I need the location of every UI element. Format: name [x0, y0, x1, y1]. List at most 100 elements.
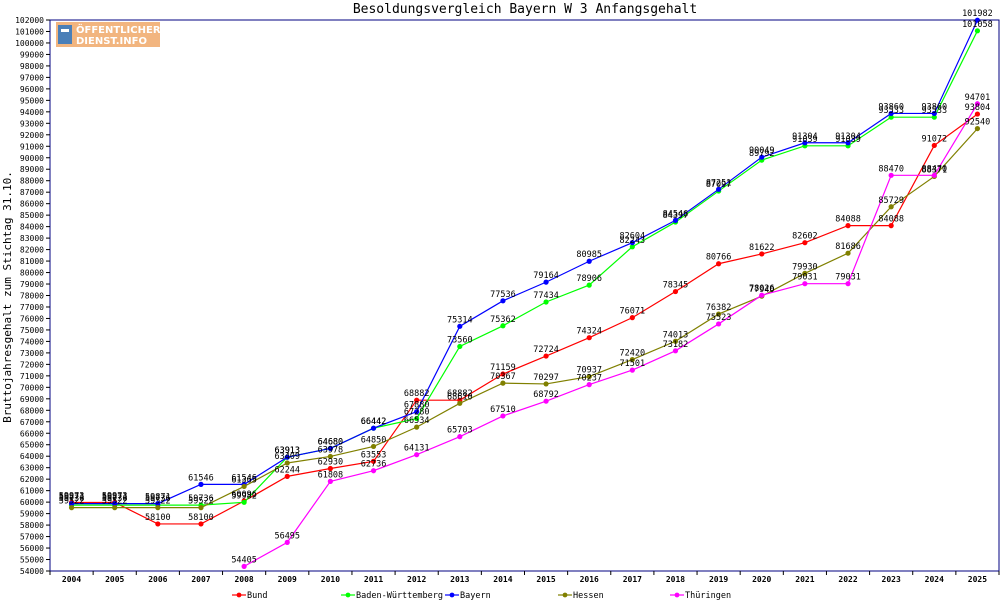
data-point [974, 101, 981, 107]
data-label: 61546 [231, 473, 257, 483]
data-point [370, 425, 377, 431]
x-tick-label: 2012 [407, 575, 426, 584]
data-label: 59871 [59, 493, 85, 503]
data-point [500, 413, 506, 419]
data-label: 91039 [792, 135, 818, 145]
data-point [672, 348, 679, 354]
legend-entry: Baden-Württemberg [356, 591, 443, 600]
data-label: 91039 [835, 135, 861, 145]
data-label: 84397 [663, 211, 689, 221]
series-5 [241, 101, 981, 569]
data-point [888, 204, 894, 210]
data-label: 80985 [576, 250, 602, 260]
data-label: 93804 [965, 103, 991, 113]
data-point [457, 400, 463, 406]
y-tick-label: 98000 [20, 62, 44, 71]
data-label: 91304 [792, 132, 818, 142]
legend-entry: Bayern [460, 591, 491, 600]
data-label: 59973 [102, 491, 128, 501]
data-point [327, 478, 333, 484]
legend-swatch-marker [345, 592, 351, 598]
logo-line-1: ÖFFENTLICHER [76, 22, 161, 36]
data-point [629, 356, 635, 363]
data-label: 79930 [792, 262, 818, 272]
data-label: 62244 [274, 465, 300, 475]
y-tick-label: 86000 [20, 200, 44, 209]
x-tick-label: 2021 [795, 575, 814, 584]
data-point [716, 261, 722, 267]
data-label: 59871 [145, 493, 171, 503]
data-point [155, 501, 161, 507]
data-label: 77940 [749, 285, 775, 295]
y-tick-label: 70000 [20, 383, 44, 392]
data-point [198, 521, 204, 527]
data-point [112, 501, 118, 507]
data-label: 63978 [318, 445, 344, 455]
data-point [284, 539, 290, 545]
data-label: 76071 [620, 307, 646, 317]
y-tick-label: 54000 [20, 567, 44, 576]
data-label: 92540 [965, 118, 991, 128]
data-point [414, 397, 420, 403]
data-point [284, 454, 290, 460]
data-label: 60096 [231, 490, 257, 500]
chart-title: Besoldungsvergleich Bayern W 3 Anfangsge… [353, 2, 697, 17]
y-tick-label: 71000 [20, 372, 44, 381]
data-label: 74013 [663, 330, 689, 340]
data-label: 66442 [361, 417, 387, 427]
data-point [327, 445, 333, 452]
y-tick-label: 102000 [15, 16, 44, 25]
data-label: 59736 [102, 494, 128, 504]
data-label: 82602 [792, 232, 818, 242]
site-logo: ÖFFENTLICHER DIENST.INFO [56, 22, 161, 47]
data-point [974, 28, 981, 34]
data-label: 82604 [620, 232, 646, 242]
legend-swatch-marker [236, 592, 242, 598]
data-point [370, 458, 377, 464]
data-point [672, 288, 679, 295]
data-point [284, 473, 290, 479]
data-label: 93533 [878, 106, 904, 116]
data-point [155, 505, 161, 511]
y-tick-label: 93000 [20, 119, 44, 128]
y-tick-label: 100000 [15, 39, 44, 48]
data-label: 73182 [663, 340, 689, 350]
series-4 [68, 125, 981, 511]
data-label: 77536 [490, 290, 516, 300]
data-label: 75314 [447, 315, 473, 325]
data-point [888, 223, 894, 229]
y-tick-label: 97000 [20, 73, 44, 82]
data-label: 59973 [59, 491, 85, 501]
data-label: 78026 [749, 284, 775, 294]
data-point [888, 172, 894, 178]
series-line [71, 19, 978, 505]
data-point [802, 281, 808, 287]
data-label: 61546 [188, 473, 214, 483]
x-tick-label: 2006 [148, 575, 167, 584]
data-label: 87251 [706, 178, 732, 188]
data-point [241, 563, 247, 569]
data-label: 84546 [663, 209, 689, 219]
data-label: 70937 [576, 366, 602, 376]
data-point [586, 282, 592, 288]
data-point [845, 281, 851, 287]
y-tick-label: 95000 [20, 96, 44, 105]
y-tick-label: 73000 [20, 349, 44, 358]
data-label: 71501 [620, 359, 646, 369]
data-label: 93860 [878, 102, 904, 112]
x-tick-label: 2011 [364, 575, 383, 584]
x-tick-label: 2005 [105, 575, 124, 584]
data-point [629, 244, 635, 250]
data-label: 54405 [231, 555, 257, 565]
data-point [543, 279, 549, 285]
data-point [500, 298, 506, 304]
legend-entry: Hessen [573, 591, 604, 600]
x-tick-label: 2008 [234, 575, 253, 584]
x-tick-label: 2014 [493, 575, 512, 584]
data-label: 79031 [835, 273, 861, 283]
data-point [543, 398, 549, 404]
data-point [716, 321, 722, 327]
data-label: 80766 [706, 253, 732, 263]
data-label: 81622 [749, 243, 775, 253]
